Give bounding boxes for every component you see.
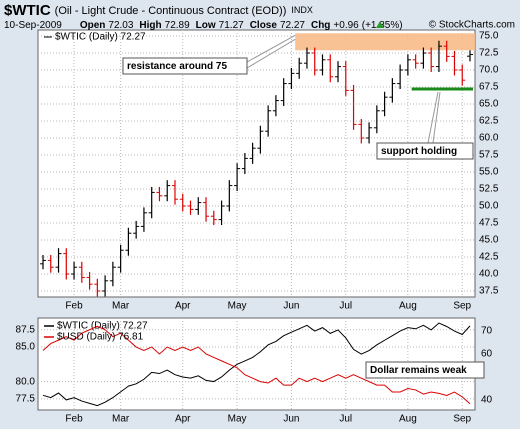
y-tick-label: 40.0	[479, 269, 499, 280]
x-tick-label: Apr	[175, 414, 191, 425]
main-panel	[37, 29, 476, 298]
legend-entry: $WTIC (Daily) 72.27	[55, 32, 146, 43]
y-tick-label: 80.0	[16, 376, 36, 387]
annotation-box	[365, 361, 485, 379]
x-tick-label: Feb	[65, 414, 83, 425]
pointer	[427, 91, 439, 144]
y-tick-label: 50.0	[479, 201, 499, 212]
y-tick-label: 62.5	[479, 116, 499, 127]
y-tick-label: 45.0	[479, 235, 499, 246]
annotation-box	[122, 57, 248, 75]
x-tick-label: Jun	[283, 301, 299, 312]
exchange: INDX	[291, 5, 313, 15]
y-tick-label: 65.0	[479, 99, 499, 110]
pointer	[432, 91, 441, 144]
legend-entry: $USD (Daily) 76.81	[57, 332, 144, 343]
low-label: Low	[196, 20, 216, 31]
annotation: Dollar remains weak	[370, 365, 467, 376]
pointer	[246, 34, 296, 63]
open-label: Open	[80, 20, 106, 31]
y2-tick-label: 60	[481, 349, 493, 360]
y-tick-label: 85.0	[16, 342, 36, 353]
annotation: support holding	[381, 146, 457, 157]
x-tick-label: May	[228, 301, 247, 312]
credit: © StockCharts.com	[429, 20, 515, 31]
x-tick-label: Sep	[453, 414, 471, 425]
resistance-band	[295, 33, 475, 51]
legend-entry: $WTIC (Daily) 72.27	[57, 321, 148, 332]
y-tick-label: 77.5	[16, 394, 36, 405]
x-tick-label: Aug	[399, 414, 417, 425]
x-tick-label: Feb	[65, 301, 83, 312]
symbol: $WTIC	[4, 2, 51, 19]
open: 72.03	[108, 20, 133, 31]
y2-tick-label: 70	[481, 326, 493, 337]
up-arrow	[376, 21, 384, 28]
y-tick-label: 37.5	[479, 286, 499, 297]
high: 72.89	[165, 20, 190, 31]
y-tick-label: 47.5	[479, 218, 499, 229]
description: (Oil - Light Crude - Continuous Contract…	[55, 5, 287, 17]
y-tick-label: 72.5	[479, 48, 499, 59]
x-tick-label: Sep	[453, 301, 471, 312]
x-tick-label: Apr	[175, 301, 191, 312]
y-tick-label: 42.5	[479, 252, 499, 263]
annotation-box	[376, 142, 474, 160]
y-tick-label: 52.5	[479, 184, 499, 195]
low: 71.27	[219, 20, 244, 31]
y-tick-label: 87.5	[16, 324, 36, 335]
y-tick-label: 57.5	[479, 150, 499, 161]
y2-tick-label: 40	[481, 395, 493, 406]
pointer	[246, 38, 296, 69]
close: 72.27	[280, 20, 305, 31]
annotation: resistance around 75	[127, 61, 227, 72]
y-tick-label: 55.0	[479, 167, 499, 178]
x-tick-label: Aug	[399, 301, 417, 312]
chg-label: Chg	[311, 20, 330, 31]
x-tick-label: Jul	[339, 414, 352, 425]
x-tick-label: Mar	[112, 301, 130, 312]
x-tick-label: Jun	[283, 414, 299, 425]
x-tick-label: Jul	[339, 301, 352, 312]
close-label: Close	[250, 20, 278, 31]
y-tick-label: 67.5	[479, 82, 499, 93]
date: 10-Sep-2009	[4, 20, 62, 31]
y-tick-label: 75.0	[479, 31, 499, 42]
x-tick-label: May	[228, 414, 247, 425]
high-label: High	[139, 20, 161, 31]
series-line	[42, 322, 471, 407]
series-line	[42, 325, 471, 405]
chg: +0.96	[333, 20, 359, 31]
y-tick-label: 60.0	[479, 133, 499, 144]
y-tick-label: 70.0	[479, 65, 499, 76]
header-line-1: $WTIC (Oil - Light Crude - Continuous Con…	[4, 2, 313, 19]
x-tick-label: Mar	[112, 414, 130, 425]
